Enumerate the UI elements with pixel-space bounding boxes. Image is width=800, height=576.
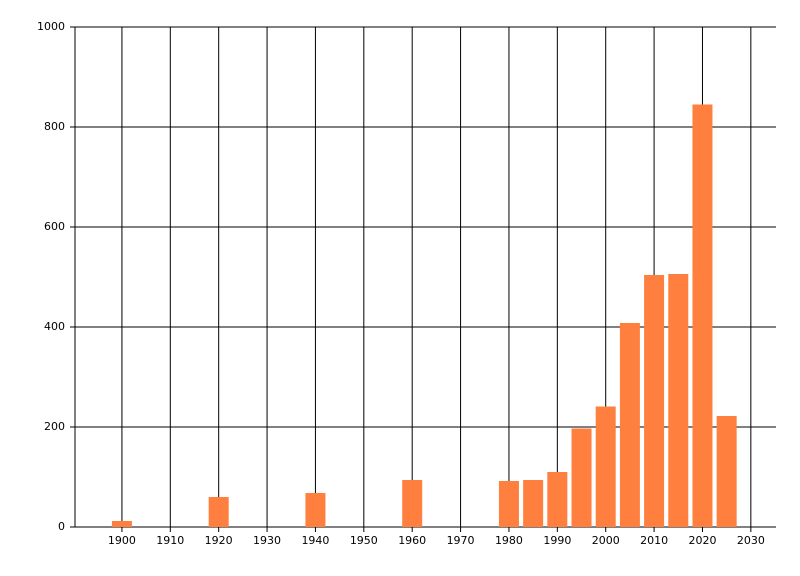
x-tick-label: 1980 [495,534,523,547]
bar [595,406,616,527]
y-tick-label: 400 [44,320,65,333]
bar [619,323,640,527]
y-tick-label: 200 [44,420,65,433]
y-tick-label: 1000 [37,20,65,33]
x-tick-label: 1910 [156,534,184,547]
bar [523,480,544,527]
x-tick-label: 1920 [205,534,233,547]
bar [571,428,592,527]
x-tick-label: 1930 [253,534,281,547]
bar [692,104,713,527]
bar [668,274,689,527]
bar [111,521,132,527]
x-tick-label: 1900 [108,534,136,547]
bar [547,472,568,527]
bar [402,480,423,527]
x-tick-label: 1990 [543,534,571,547]
bar [305,493,326,527]
x-tick-label: 1950 [350,534,378,547]
x-tick-label: 1960 [398,534,426,547]
x-tick-label: 2030 [737,534,765,547]
y-tick-label: 0 [58,520,65,533]
x-tick-label: 1970 [447,534,475,547]
x-tick-label: 2010 [640,534,668,547]
bar [644,275,665,527]
x-tick-label: 2000 [592,534,620,547]
x-tick-label: 2020 [688,534,716,547]
bar [716,416,737,527]
bar [498,481,519,527]
y-tick-label: 800 [44,120,65,133]
bar [208,497,229,527]
x-tick-label: 1940 [301,534,329,547]
y-tick-label: 600 [44,220,65,233]
